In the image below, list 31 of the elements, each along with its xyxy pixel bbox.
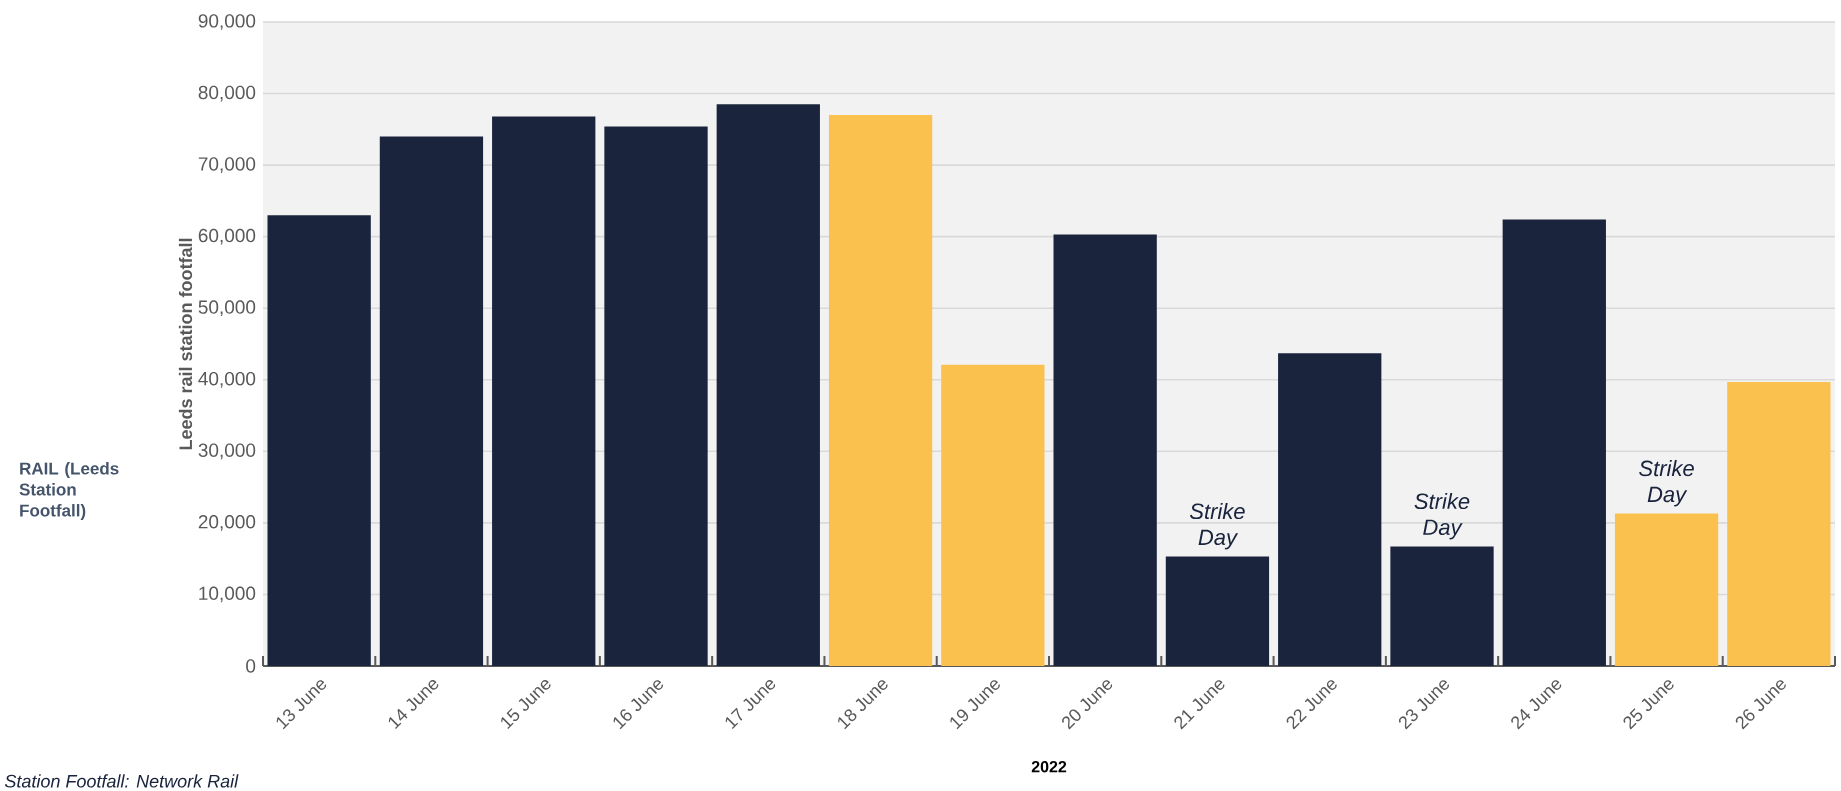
bar xyxy=(267,215,371,666)
bar xyxy=(941,364,1045,666)
text: RAIL (Leeds Station Footfall) xyxy=(19,462,119,520)
y-tick-label: 40,000 xyxy=(198,371,256,388)
text: Station Footfall: Network Rail xyxy=(4,774,239,788)
y-tick-label: 90,000 xyxy=(198,14,256,30)
annotation: Strike Day xyxy=(1189,502,1245,550)
y-tick-label: 80,000 xyxy=(198,85,256,102)
bar xyxy=(492,116,596,666)
bar xyxy=(604,126,708,666)
bar xyxy=(1614,513,1719,666)
y-tick-label: 30,000 xyxy=(198,443,256,460)
bar xyxy=(379,136,484,666)
y-tick-label: 70,000 xyxy=(198,157,256,173)
y-tick-label: 50,000 xyxy=(198,300,256,317)
y-tick-label: 20,000 xyxy=(198,515,256,531)
bar xyxy=(716,104,820,666)
annotation: Strike Day xyxy=(1639,460,1694,507)
y-tick-label: 60,000 xyxy=(198,228,256,245)
bar xyxy=(1053,234,1157,666)
bar xyxy=(1390,546,1494,666)
x-axis-title: 2022 xyxy=(1031,761,1067,773)
bar xyxy=(1727,381,1831,666)
bar xyxy=(1502,219,1606,666)
y-axis-title: Leeds rail station footfall xyxy=(178,238,193,450)
bar xyxy=(1278,353,1382,666)
y-tick-label: 10,000 xyxy=(199,586,256,603)
annotation: Strike Day xyxy=(1414,492,1470,540)
bar xyxy=(1165,556,1270,666)
bar xyxy=(828,115,933,666)
y-tick-label: 0 xyxy=(246,659,256,673)
